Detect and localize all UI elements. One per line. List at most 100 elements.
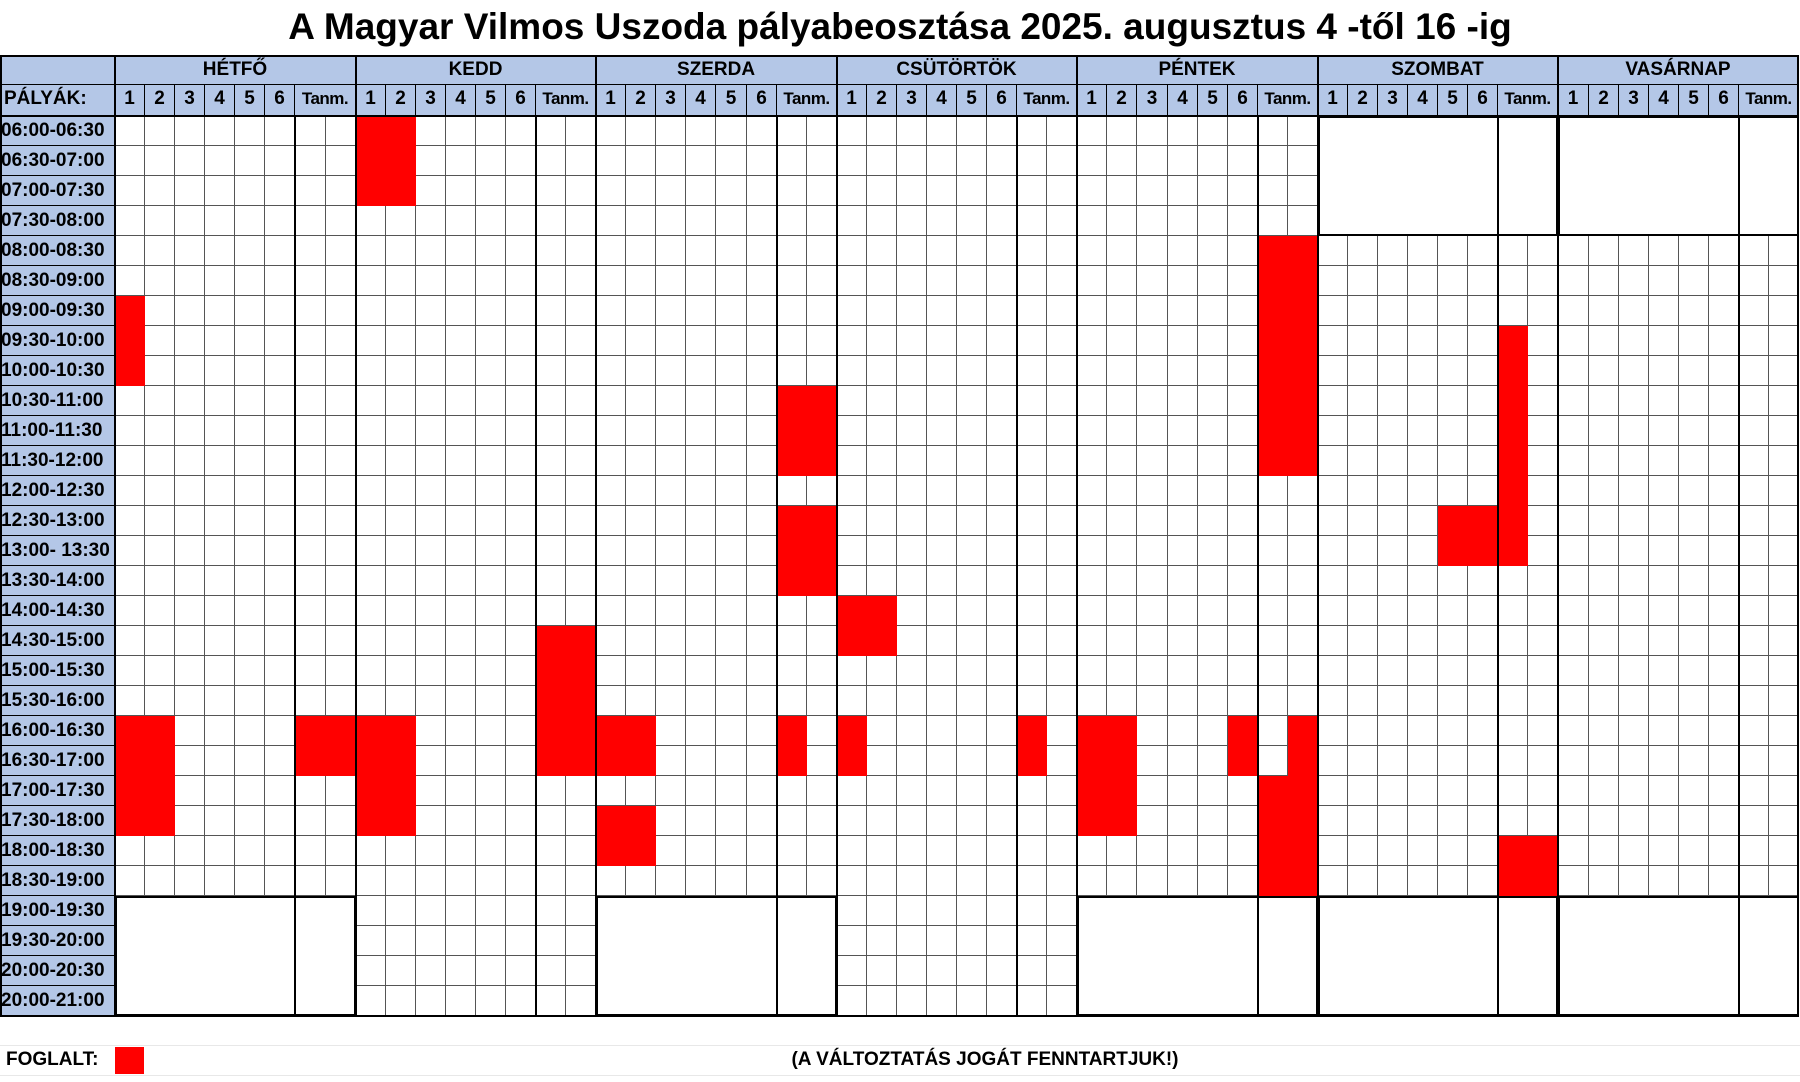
free-slot xyxy=(837,926,867,956)
free-slot xyxy=(1017,236,1047,266)
free-slot xyxy=(386,326,416,356)
free-slot xyxy=(867,476,897,506)
time-label: 10:00-10:30 xyxy=(0,356,115,386)
free-slot xyxy=(506,266,536,296)
free-slot xyxy=(867,416,897,446)
free-slot xyxy=(145,866,175,896)
free-slot xyxy=(145,476,175,506)
free-slot xyxy=(265,626,295,656)
free-slot xyxy=(626,116,656,146)
day-separator xyxy=(355,55,357,1016)
free-slot xyxy=(1348,266,1378,296)
booked-slot xyxy=(566,746,596,776)
free-slot xyxy=(987,596,1017,626)
free-slot xyxy=(777,656,807,686)
free-slot xyxy=(536,146,566,176)
free-slot xyxy=(1438,806,1468,836)
free-slot xyxy=(235,626,265,656)
free-slot xyxy=(1649,446,1679,476)
free-slot xyxy=(626,416,656,446)
free-slot xyxy=(957,116,987,146)
free-slot xyxy=(807,206,837,236)
free-slot xyxy=(295,176,326,206)
free-slot xyxy=(145,206,175,236)
free-slot xyxy=(446,536,476,566)
free-slot xyxy=(1107,146,1137,176)
free-slot xyxy=(235,836,265,866)
free-slot xyxy=(1228,656,1258,686)
free-slot xyxy=(1198,836,1228,866)
free-slot xyxy=(476,626,506,656)
lane-header: 2 xyxy=(386,85,416,116)
time-label: 18:30-19:00 xyxy=(0,866,115,896)
free-slot xyxy=(747,806,777,836)
free-slot xyxy=(686,566,716,596)
free-slot xyxy=(145,446,175,476)
free-slot xyxy=(1137,626,1168,656)
free-slot xyxy=(837,416,867,446)
free-slot xyxy=(265,176,295,206)
free-slot xyxy=(1739,356,1769,386)
lane-header: 3 xyxy=(175,85,205,116)
free-slot xyxy=(1769,236,1799,266)
free-slot xyxy=(476,476,506,506)
free-slot xyxy=(1017,866,1047,896)
tanm-separator xyxy=(1497,116,1499,1016)
free-slot xyxy=(1679,446,1709,476)
free-slot xyxy=(446,986,476,1016)
free-slot xyxy=(686,146,716,176)
free-slot xyxy=(1107,176,1137,206)
free-slot xyxy=(957,266,987,296)
free-slot xyxy=(1017,806,1047,836)
free-slot xyxy=(1168,866,1198,896)
booked-slot xyxy=(1258,386,1288,416)
free-slot xyxy=(897,356,927,386)
free-slot xyxy=(145,626,175,656)
free-slot xyxy=(1168,656,1198,686)
free-slot xyxy=(1468,236,1498,266)
lane-header: 3 xyxy=(416,85,446,116)
free-slot xyxy=(1228,386,1258,416)
free-slot xyxy=(1739,656,1769,686)
booked-slot xyxy=(867,596,897,626)
free-slot xyxy=(927,686,957,716)
free-slot xyxy=(566,896,596,926)
free-slot xyxy=(1528,686,1558,716)
free-slot xyxy=(145,566,175,596)
free-slot xyxy=(1077,146,1107,176)
free-slot xyxy=(356,536,386,566)
free-slot xyxy=(807,746,837,776)
free-slot xyxy=(656,206,686,236)
free-slot xyxy=(235,116,265,146)
free-slot xyxy=(1438,416,1468,446)
booked-slot xyxy=(1498,356,1528,386)
free-slot xyxy=(326,326,356,356)
free-slot xyxy=(716,176,747,206)
free-slot xyxy=(446,956,476,986)
free-slot xyxy=(1378,416,1408,446)
free-slot xyxy=(1589,236,1619,266)
booked-slot xyxy=(386,806,416,836)
free-slot xyxy=(326,356,356,386)
free-slot xyxy=(145,296,175,326)
free-slot xyxy=(416,866,446,896)
free-slot xyxy=(326,296,356,326)
free-slot xyxy=(145,686,175,716)
free-slot xyxy=(1679,866,1709,896)
free-slot xyxy=(897,476,927,506)
free-slot xyxy=(446,266,476,296)
free-slot xyxy=(987,776,1017,806)
free-slot xyxy=(386,626,416,656)
free-slot xyxy=(867,716,897,746)
free-slot xyxy=(386,986,416,1016)
free-slot xyxy=(446,596,476,626)
free-slot xyxy=(686,506,716,536)
free-slot xyxy=(867,266,897,296)
free-slot xyxy=(1589,476,1619,506)
free-slot xyxy=(265,656,295,686)
free-slot xyxy=(1047,536,1077,566)
free-slot xyxy=(1378,446,1408,476)
free-slot xyxy=(566,866,596,896)
free-slot xyxy=(1408,356,1438,386)
time-label: 06:30-07:00 xyxy=(0,146,115,176)
